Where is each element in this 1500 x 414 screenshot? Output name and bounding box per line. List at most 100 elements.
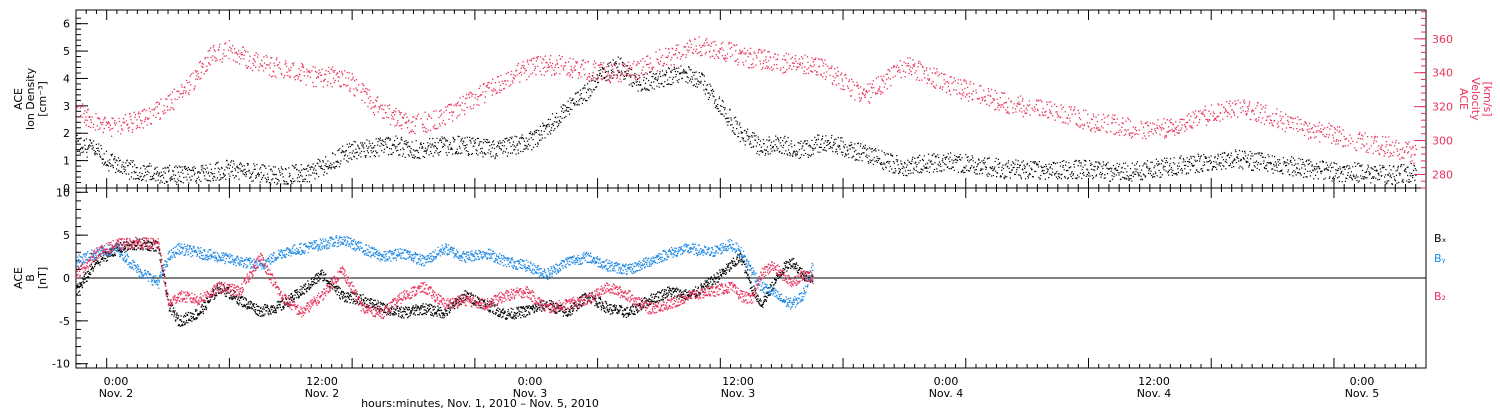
density-point <box>98 148 99 149</box>
density-point <box>914 169 915 170</box>
velocity-point <box>1067 118 1068 119</box>
velocity-point <box>1077 124 1078 125</box>
density-point <box>777 148 778 149</box>
density-point <box>561 106 562 107</box>
density-point <box>111 155 112 156</box>
density-point <box>1302 159 1303 160</box>
density-point <box>1347 165 1348 166</box>
density-point <box>1282 173 1283 174</box>
density-point <box>841 137 842 138</box>
density-point <box>1254 165 1255 166</box>
velocity-point <box>1288 121 1289 122</box>
density-point <box>448 149 449 150</box>
velocity-point <box>1164 118 1165 119</box>
velocity-point <box>601 64 602 65</box>
velocity-point <box>1248 105 1249 106</box>
density-point <box>162 175 163 176</box>
density-point <box>923 165 924 166</box>
density-point <box>458 136 459 137</box>
density-point <box>419 158 420 159</box>
density-point <box>360 156 361 157</box>
density-point <box>931 160 932 161</box>
density-point <box>1318 178 1319 179</box>
density-point <box>84 140 85 141</box>
velocity-point <box>272 76 273 77</box>
velocity-point <box>1015 108 1016 109</box>
density-point <box>1042 170 1043 171</box>
velocity-point <box>780 70 781 71</box>
density-point <box>1112 179 1113 180</box>
velocity-point <box>469 92 470 93</box>
velocity-point <box>981 97 982 98</box>
density-point <box>338 162 339 163</box>
density-point <box>744 130 745 131</box>
density-point <box>340 163 341 164</box>
density-point <box>1010 177 1011 178</box>
velocity-point <box>470 106 471 107</box>
density-point <box>1329 178 1330 179</box>
velocity-point <box>1292 118 1293 119</box>
velocity-point <box>676 48 677 49</box>
density-point <box>397 150 398 151</box>
density-point <box>328 168 329 169</box>
velocity-point <box>132 132 133 133</box>
density-point <box>153 178 154 179</box>
density-point <box>354 141 355 142</box>
density-point <box>297 181 298 182</box>
density-point <box>395 146 396 147</box>
density-point <box>840 140 841 141</box>
velocity-point <box>427 119 428 120</box>
density-point <box>1229 157 1230 158</box>
density-point <box>1335 175 1336 176</box>
density-point <box>1106 163 1107 164</box>
density-point <box>1103 161 1104 162</box>
velocity-point <box>606 66 607 67</box>
density-point <box>432 144 433 145</box>
density-point <box>1063 165 1064 166</box>
density-point <box>1115 168 1116 169</box>
density-point <box>390 138 391 139</box>
density-point <box>102 162 103 163</box>
density-point <box>940 166 941 167</box>
velocity-point <box>665 48 666 49</box>
density-point <box>444 145 445 146</box>
density-point <box>1081 178 1082 179</box>
density-point <box>1274 170 1275 171</box>
velocity-point <box>816 74 817 75</box>
velocity-point <box>840 88 841 89</box>
velocity-point <box>121 128 122 129</box>
velocity-point <box>1214 113 1215 114</box>
velocity-point <box>234 48 235 49</box>
density-point <box>223 174 224 175</box>
density-point <box>1355 178 1356 179</box>
density-point <box>429 154 430 155</box>
velocity-point <box>1001 104 1002 105</box>
velocity-point <box>309 72 310 73</box>
velocity-point <box>568 61 569 62</box>
velocity-point <box>328 71 329 72</box>
density-point <box>795 154 796 155</box>
density-point <box>1301 175 1302 176</box>
velocity-point <box>254 60 255 61</box>
density-point <box>688 77 689 78</box>
density-point <box>1389 173 1390 174</box>
density-point <box>1384 176 1385 177</box>
velocity-point <box>541 74 542 75</box>
density-point <box>900 161 901 162</box>
velocity-point <box>391 118 392 119</box>
velocity-point <box>620 79 621 80</box>
density-point <box>1259 152 1260 153</box>
velocity-point <box>289 70 290 71</box>
velocity-point <box>265 68 266 69</box>
density-point <box>610 62 611 63</box>
density-point <box>730 117 731 118</box>
velocity-point <box>695 51 696 52</box>
velocity-point <box>369 103 370 104</box>
density-point <box>172 179 173 180</box>
density-point <box>1393 166 1394 167</box>
velocity-point <box>209 50 210 51</box>
velocity-point <box>255 61 256 62</box>
density-point <box>370 145 371 146</box>
density-point <box>759 144 760 145</box>
velocity-point <box>636 65 637 66</box>
